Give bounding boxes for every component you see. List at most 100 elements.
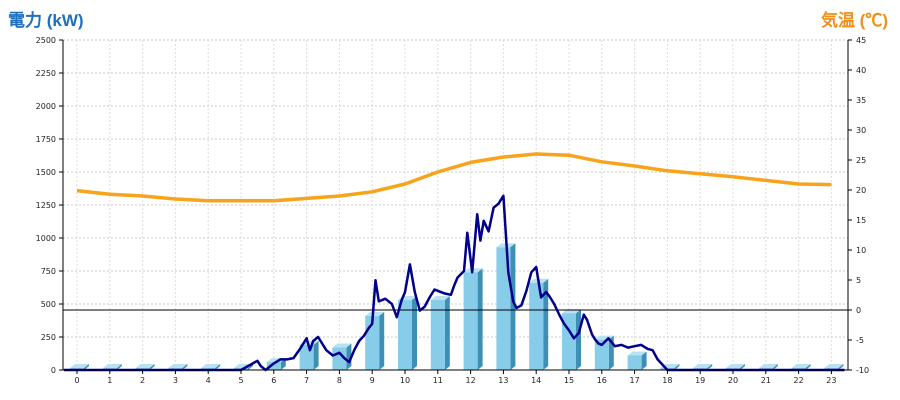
bar-side <box>313 340 319 370</box>
bar-top <box>693 364 713 368</box>
x-tick-label: 2 <box>140 376 145 385</box>
bar-top <box>332 343 352 348</box>
bar-side <box>444 296 450 370</box>
bar <box>594 339 609 370</box>
bar-side <box>707 364 713 370</box>
x-tick-label: 18 <box>662 376 672 385</box>
x-tick-label: 21 <box>761 376 771 385</box>
bar-top <box>135 364 155 368</box>
x-tick-label: 11 <box>433 376 443 385</box>
right-tick-label: -5 <box>856 336 864 345</box>
bar-side <box>149 364 155 370</box>
right-tick-label: -10 <box>856 366 869 375</box>
right-tick-label: 20 <box>856 186 866 195</box>
x-tick-label: 9 <box>370 376 375 385</box>
x-tick-label: 0 <box>74 376 79 385</box>
bar-top <box>627 351 647 356</box>
axes <box>59 39 852 374</box>
bar-top <box>758 364 778 368</box>
bar-side <box>740 364 745 370</box>
bar <box>266 362 281 370</box>
left-tick-label: 1000 <box>36 234 56 243</box>
x-tick-label: 7 <box>304 376 309 385</box>
bar-side <box>576 309 581 370</box>
right-tick-label: 10 <box>856 246 866 255</box>
bar-side <box>641 351 647 370</box>
x-tick-label: 16 <box>597 376 607 385</box>
bar-side <box>248 364 253 370</box>
left-tick-label: 1500 <box>36 168 56 177</box>
x-tick-label: 23 <box>826 376 836 385</box>
bar-side <box>674 364 680 370</box>
bar-side <box>346 343 352 370</box>
bar-top <box>791 364 811 368</box>
bar <box>463 272 478 370</box>
x-tick-label: 15 <box>564 376 574 385</box>
bar-side <box>215 364 221 370</box>
right-tick-label: 40 <box>856 66 866 75</box>
bar-top <box>102 364 122 368</box>
x-tick-label: 22 <box>794 376 804 385</box>
left-tick-label: 250 <box>41 333 56 342</box>
x-tick-label: 19 <box>695 376 705 385</box>
right-tick-label: 15 <box>856 216 866 225</box>
bar <box>627 355 642 370</box>
series-lines <box>63 152 848 372</box>
left-axis-title: 電力 (kW) <box>8 11 84 30</box>
bar-side <box>510 243 516 370</box>
x-tick-label: 5 <box>238 376 243 385</box>
x-tick-label: 3 <box>173 376 178 385</box>
left-tick-label: 1750 <box>36 135 56 144</box>
x-tick-label: 13 <box>498 376 508 385</box>
bar-side <box>477 268 483 370</box>
power-line <box>63 194 845 372</box>
bar-side <box>84 364 89 370</box>
bar <box>430 300 445 370</box>
bar <box>529 282 544 370</box>
bar-top <box>726 364 745 368</box>
x-tick-label: 8 <box>337 376 342 385</box>
bar <box>496 247 511 370</box>
left-tick-label: 2250 <box>36 69 56 78</box>
left-tick-label: 750 <box>41 267 56 276</box>
x-tick-label: 14 <box>531 376 541 385</box>
bar-top <box>824 364 844 368</box>
x-tick-label: 1 <box>107 376 112 385</box>
right-tick-label: 0 <box>856 306 861 315</box>
bar-side <box>116 364 122 370</box>
bar <box>398 300 412 370</box>
x-tick-label: 20 <box>728 376 738 385</box>
bar-top <box>365 311 385 316</box>
bar-side <box>543 278 549 370</box>
temperature-line <box>76 152 832 203</box>
bar-top <box>201 364 221 368</box>
bar-top <box>430 296 450 301</box>
tick-labels: 02505007501000125015001750200022502500-1… <box>36 36 869 385</box>
right-axis-title: 気温 (℃) <box>820 11 888 30</box>
right-tick-label: 25 <box>856 156 866 165</box>
bar-top <box>168 364 188 368</box>
left-tick-label: 2000 <box>36 102 56 111</box>
left-tick-label: 1250 <box>36 201 56 210</box>
bar-side <box>379 311 385 370</box>
x-tick-label: 6 <box>271 376 276 385</box>
right-tick-label: 35 <box>856 96 866 105</box>
bar-side <box>280 358 286 370</box>
x-tick-label: 4 <box>206 376 211 385</box>
bar-side <box>838 364 844 370</box>
x-tick-label: 12 <box>466 376 476 385</box>
bar-side <box>805 364 811 370</box>
bar-side <box>772 364 778 370</box>
grid-lines <box>63 39 848 370</box>
bar-top <box>70 364 89 368</box>
right-tick-label: 5 <box>856 276 861 285</box>
bar-side <box>182 364 188 370</box>
right-tick-label: 45 <box>856 36 866 45</box>
bar-side <box>412 296 417 370</box>
x-tick-label: 17 <box>630 376 640 385</box>
x-tick-label: 10 <box>400 376 410 385</box>
left-tick-label: 0 <box>51 366 56 375</box>
left-tick-label: 2500 <box>36 36 56 45</box>
left-tick-label: 500 <box>41 300 56 309</box>
